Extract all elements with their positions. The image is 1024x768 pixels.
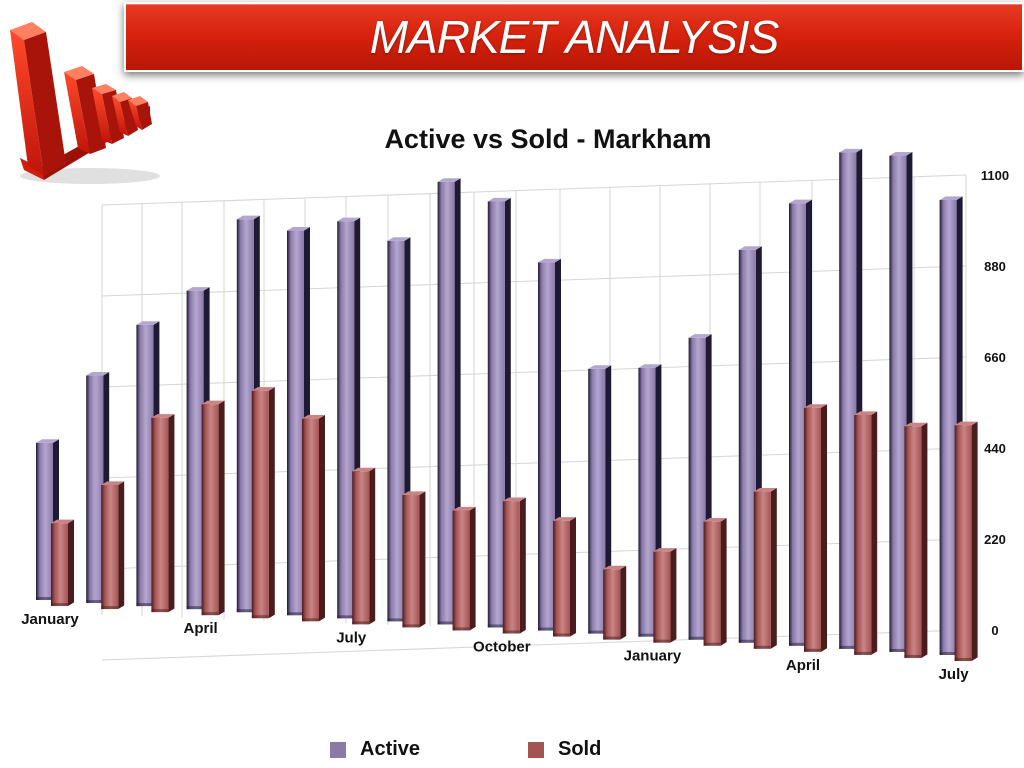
x-tick-label: April — [786, 657, 820, 674]
bar-sold — [904, 422, 928, 658]
grid-lines — [101, 174, 967, 661]
bar-sold — [753, 487, 777, 649]
bar-sold — [101, 481, 125, 610]
legend-swatch-active — [330, 741, 346, 758]
grid-line — [101, 265, 967, 297]
x-axis: January April July October January April July — [21, 611, 969, 683]
grid-line — [101, 538, 967, 570]
bar-sold — [553, 517, 576, 637]
bar-sold — [653, 548, 677, 643]
y-tick-label: 0 — [991, 623, 998, 638]
x-tick-label: January — [624, 648, 682, 665]
bar-sold — [502, 497, 526, 634]
y-tick-label: 1100 — [981, 168, 1009, 183]
bar-sold — [703, 518, 727, 646]
y-tick-label: 440 — [984, 441, 1006, 456]
x-tick-label: January — [21, 611, 79, 628]
bar-sold — [603, 565, 627, 640]
grid-line — [101, 174, 967, 206]
bar-sold — [151, 414, 175, 613]
y-axis: 0 220 440 660 880 1100 — [981, 168, 1009, 638]
chart-title: Active vs Sold - Markham — [384, 124, 712, 154]
legend-label-active: Active — [360, 738, 421, 760]
x-tick-label: July — [336, 629, 367, 646]
3d-bar-chart-icon — [10, 22, 160, 184]
legend-label-sold: Sold — [558, 738, 602, 760]
legend-item-active: Active — [330, 738, 420, 761]
y-tick-label: 880 — [984, 259, 1006, 274]
bar-sold — [302, 414, 325, 622]
bar-sold — [402, 491, 426, 628]
bar-active — [889, 151, 913, 652]
legend-swatch-sold — [528, 741, 544, 758]
bar-sold — [51, 519, 74, 606]
legend-item-sold: Sold — [528, 738, 601, 761]
bar-sold — [452, 506, 476, 631]
banner-title: MARKET ANALYSIS — [369, 11, 780, 63]
bar-sold — [804, 404, 827, 652]
title-banner: MARKET ANALYSIS — [124, 2, 1024, 72]
bar-sold — [251, 387, 275, 619]
bar-sold — [854, 411, 878, 655]
x-tick-label: July — [939, 666, 970, 683]
bar-sold — [201, 400, 225, 616]
grid-line — [101, 356, 967, 388]
y-tick-label: 660 — [984, 350, 1006, 365]
grid-line — [101, 447, 967, 479]
x-tick-label: October — [473, 639, 531, 656]
y-tick-label: 220 — [984, 532, 1006, 547]
bar-sold — [352, 467, 376, 625]
x-tick-label: April — [184, 620, 218, 637]
bar-sold — [954, 421, 978, 661]
grid-line — [101, 629, 967, 661]
